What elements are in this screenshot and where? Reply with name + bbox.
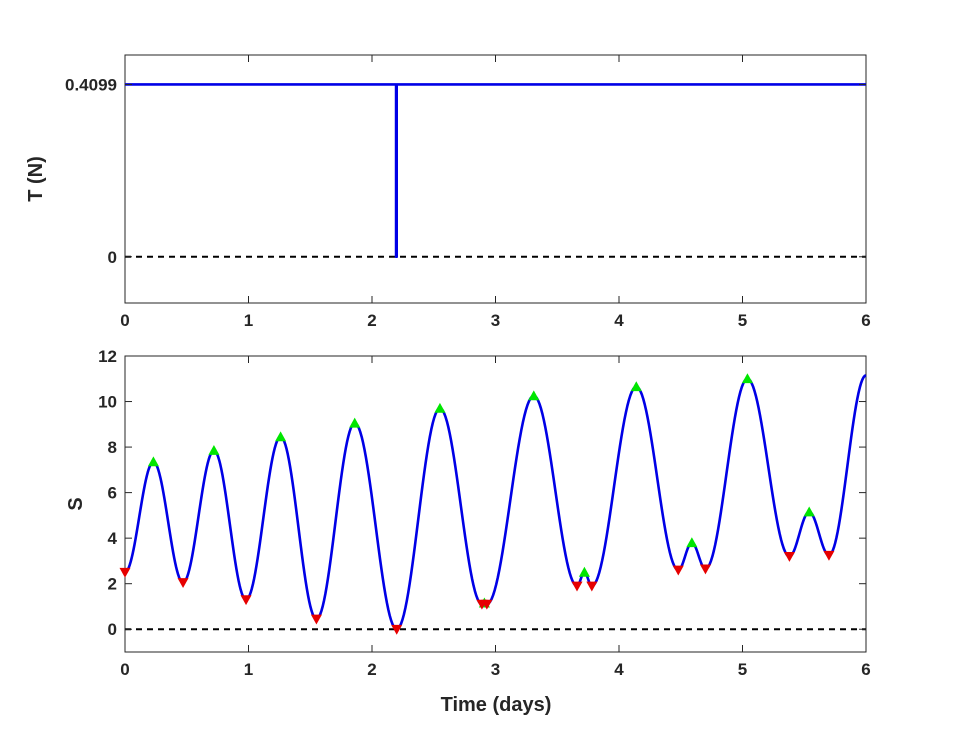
local-maximum-marker — [434, 402, 446, 413]
local-minimum-marker — [699, 564, 711, 575]
local-minimum-marker — [586, 581, 598, 592]
s-x-tick-label: 0 — [120, 660, 129, 679]
tension-x-tick-label: 4 — [614, 311, 624, 330]
s-plot-area — [124, 355, 867, 653]
tension-y-ticks: 0 0.4099 — [65, 75, 866, 267]
s-y-tick-label: 6 — [108, 484, 117, 503]
s-series-line — [124, 374, 867, 631]
s-y-tick-label: 4 — [108, 529, 118, 548]
local-minimum-marker — [481, 599, 493, 610]
local-minimum-marker — [391, 624, 403, 635]
local-maximum-marker — [349, 417, 361, 428]
tension-series-line — [125, 83, 866, 259]
s-y-tick-label: 12 — [98, 347, 117, 366]
local-minimum-marker — [240, 595, 252, 606]
tension-x-ticks: 0 1 2 3 4 5 6 — [120, 55, 871, 330]
s-series-layer — [124, 374, 867, 631]
s-x-tick-label: 6 — [861, 660, 870, 679]
s-y-tick-label: 2 — [108, 575, 117, 594]
s-x-tick-label: 1 — [244, 660, 253, 679]
tension-x-tick-label: 0 — [120, 311, 129, 330]
x-axis-label: Time (days) — [441, 694, 552, 716]
local-maximum-marker — [147, 456, 159, 467]
local-maximum-marker — [630, 381, 642, 392]
tension-plot-area — [124, 54, 867, 304]
tension-x-tick-label: 3 — [491, 311, 500, 330]
local-maximum-marker — [803, 506, 815, 517]
s-x-tick-label: 4 — [614, 660, 624, 679]
tension-x-tick-label: 6 — [861, 311, 870, 330]
tension-y-tick-label: 0 — [108, 248, 117, 267]
local-minimum-marker — [310, 614, 322, 625]
s-x-ticks: 0 1 2 3 4 5 6 — [120, 356, 871, 679]
local-minimum-marker — [672, 565, 684, 576]
s-y-tick-label: 10 — [98, 393, 117, 412]
local-maximum-marker — [528, 390, 540, 401]
local-minimum-marker — [119, 567, 131, 578]
tension-x-tick-label: 1 — [244, 311, 253, 330]
s-extrema-markers — [119, 373, 835, 635]
tension-y-tick-label: 0.4099 — [65, 75, 117, 94]
s-x-tick-label: 2 — [367, 660, 376, 679]
s-y-tick-label: 8 — [108, 438, 117, 457]
s-y-tick-label: 0 — [108, 620, 117, 639]
tension-x-tick-label: 2 — [367, 311, 376, 330]
local-maximum-marker — [578, 566, 590, 577]
tension-x-tick-label: 5 — [738, 311, 747, 330]
local-maximum-marker — [741, 373, 753, 384]
tension-panel: 0 1 2 3 4 5 6 0 0.4099 T (N) — [25, 54, 871, 330]
local-maximum-marker — [275, 431, 287, 442]
local-minimum-marker — [177, 578, 189, 589]
s-x-tick-label: 5 — [738, 660, 747, 679]
local-minimum-marker — [571, 581, 583, 592]
local-maximum-marker — [686, 537, 698, 548]
local-maximum-marker — [208, 444, 220, 455]
local-minimum-marker — [783, 551, 795, 562]
tension-series-layer — [125, 83, 866, 259]
s-x-tick-label: 3 — [491, 660, 500, 679]
s-y-ticks: 0 2 4 6 8 10 12 — [98, 347, 866, 639]
tension-y-label: T (N) — [25, 156, 47, 202]
local-minimum-marker — [823, 550, 835, 561]
s-y-label: S — [65, 497, 87, 510]
